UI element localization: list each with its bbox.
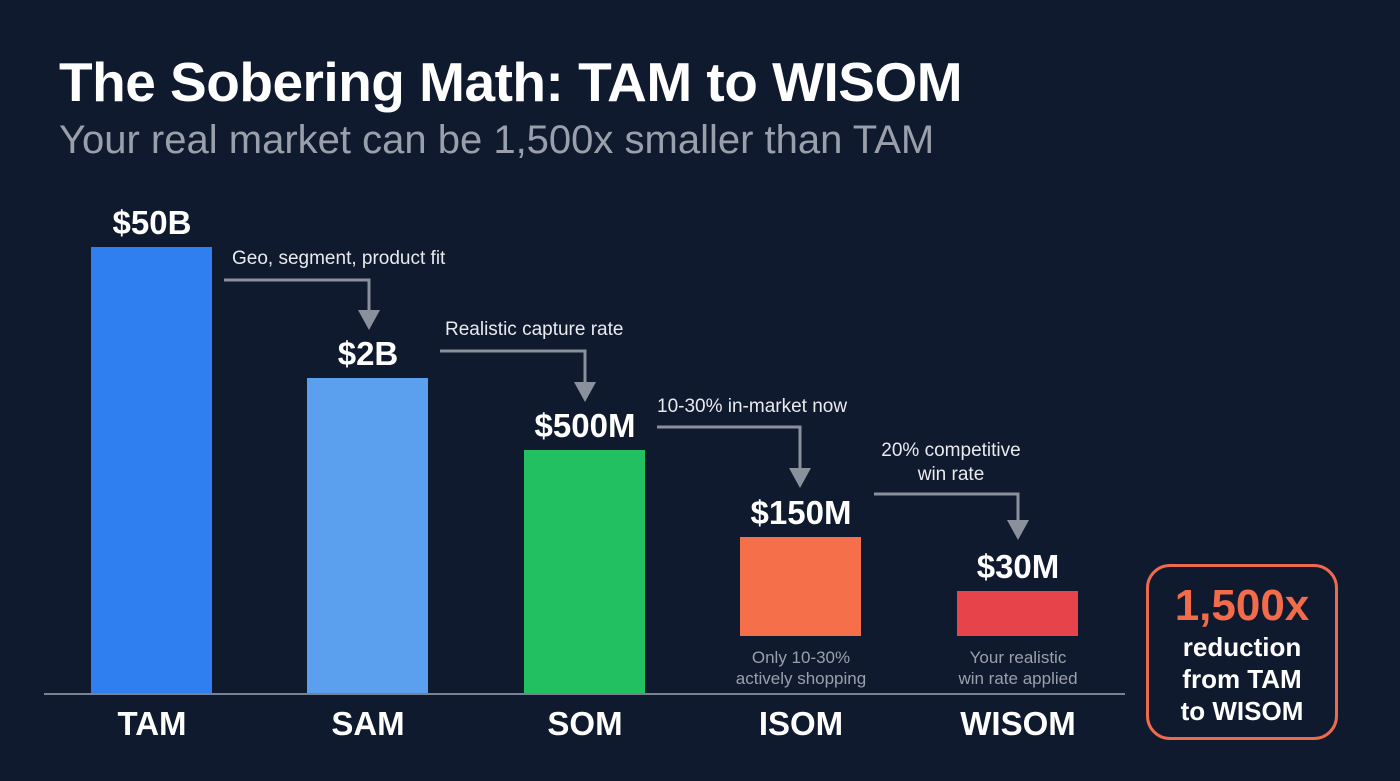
isom-note-line2: actively shopping: [735, 669, 867, 688]
category-label-tam: TAM: [117, 705, 187, 742]
transition-label-line2: win rate: [917, 464, 985, 485]
page-title: The Sobering Math: TAM to WISOM: [59, 51, 963, 113]
callout-line3: to WISOM: [1180, 696, 1304, 726]
bar-value-sam: $2B: [337, 335, 399, 372]
callout-line2: from TAM: [1182, 664, 1302, 694]
bar-value-wisom: $30M: [976, 548, 1060, 585]
isom-note: Only 10-30% actively shopping: [691, 647, 911, 689]
isom-note-line1: Only 10-30%: [751, 648, 851, 667]
arrow-isom-wisom-icon: [874, 492, 1020, 522]
arrow-sam-som-icon: [440, 349, 587, 384]
page-subtitle: Your real market can be 1,500x smaller t…: [59, 118, 935, 162]
wisom-note: Your realistic win rate applied: [908, 647, 1128, 689]
arrow-tam-sam-icon: [224, 278, 371, 312]
category-label-isom: ISOM: [758, 705, 844, 742]
bar-value-tam: $50B: [112, 204, 192, 241]
bar-wisom: [957, 591, 1078, 636]
bar-isom: [740, 537, 861, 636]
category-label-wisom: WISOM: [960, 705, 1076, 742]
reduction-callout: 1,500x reduction from TAM to WISOM: [1146, 564, 1338, 740]
bar-value-isom: $150M: [750, 494, 852, 531]
category-label-sam: SAM: [331, 705, 405, 742]
bar-som: [524, 450, 645, 694]
callout-multiplier: 1,500x: [1174, 581, 1310, 630]
wisom-note-line1: Your realistic: [969, 648, 1067, 667]
transition-label-line1: 20% competitive: [881, 440, 1021, 461]
bar-tam: [91, 247, 212, 694]
wisom-note-line2: win rate applied: [958, 669, 1078, 688]
callout-line1: reduction: [1182, 632, 1302, 662]
transition-label-sam-som: Realistic capture rate: [445, 319, 624, 340]
transition-label-isom-wisom: 20% competitive win rate: [868, 439, 1034, 487]
x-axis-baseline: [44, 693, 1125, 695]
transition-label-som-isom: 10-30% in-market now: [657, 396, 848, 417]
arrow-som-isom-icon: [657, 425, 802, 470]
bar-value-som: $500M: [534, 407, 636, 444]
transition-label-tam-sam: Geo, segment, product fit: [232, 248, 446, 269]
bar-sam: [307, 378, 428, 694]
category-label-som: SOM: [547, 705, 623, 742]
